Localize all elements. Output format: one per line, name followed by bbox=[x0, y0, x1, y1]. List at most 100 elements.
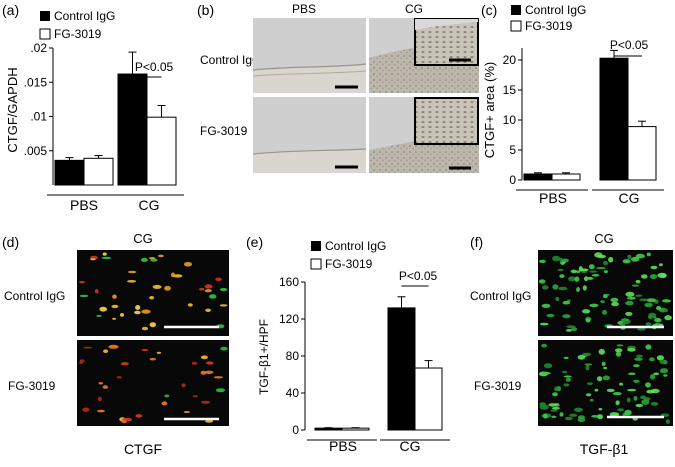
tgf-stain-spot bbox=[603, 294, 608, 299]
panel-d-row-control: Control IgG bbox=[4, 289, 65, 303]
tgf-stain-spot bbox=[626, 397, 631, 403]
tgf-stain-spot bbox=[603, 270, 608, 274]
tgf-stain-spot bbox=[565, 377, 572, 382]
ctgf-stain-spot bbox=[116, 376, 123, 379]
panel-e-group-pbs: PBS bbox=[329, 438, 357, 454]
panel-a-ylabel: CTGF/GAPDH bbox=[5, 67, 20, 152]
tgf-stain-spot bbox=[603, 366, 608, 370]
ctgf-stain-spot bbox=[209, 294, 217, 299]
tgf-stain-spot bbox=[619, 382, 624, 386]
tgf-stain-spot bbox=[622, 259, 631, 264]
ctgf-stain-spot bbox=[99, 306, 107, 312]
panel-e-legend-control: Control IgG bbox=[325, 239, 386, 253]
panel-c-ytick-label: 20 bbox=[503, 53, 517, 67]
tgf-stain-spot bbox=[645, 344, 652, 350]
panel-a-legend-swatch-fg bbox=[39, 28, 51, 40]
ctgf-stain-spot bbox=[135, 305, 141, 310]
tgf-stain-spot bbox=[635, 403, 644, 408]
tgf-stain-spot bbox=[602, 310, 607, 315]
tgf-stain-spot bbox=[653, 372, 659, 376]
tgf-stain-spot bbox=[584, 276, 589, 282]
tgf-stain-spot bbox=[569, 413, 578, 417]
tgf-stain-spot bbox=[610, 297, 619, 303]
panel-a-ytick-label: .005 bbox=[24, 144, 48, 158]
tgf-stain-spot bbox=[625, 291, 635, 297]
panel-a-ytick-label: .015 bbox=[24, 75, 48, 89]
ctgf-stain-spot bbox=[205, 370, 214, 374]
tgf-stain-spot bbox=[559, 257, 563, 263]
tgf-stain-spot bbox=[663, 374, 668, 377]
ctgf-stain-spot bbox=[112, 317, 116, 320]
panel-e-bar bbox=[414, 367, 443, 431]
panel-f-title: CG bbox=[594, 231, 614, 246]
panel-a-legend-fg: FG-3019 bbox=[54, 27, 102, 41]
ctgf-stain-spot bbox=[148, 257, 156, 260]
tgf-stain-spot bbox=[591, 415, 599, 418]
tgf-stain-spot bbox=[645, 322, 652, 326]
ctgf-stain-spot bbox=[187, 303, 193, 307]
tgf-stain-spot bbox=[628, 372, 636, 376]
tgf-stain-spot bbox=[597, 414, 603, 420]
tgf-stain-spot bbox=[601, 361, 606, 367]
ctgf-stain-spot bbox=[181, 383, 186, 388]
tgf-stain-spot bbox=[589, 270, 598, 273]
tgf-stain-spot bbox=[539, 259, 546, 263]
tgf-stain-spot bbox=[641, 274, 648, 279]
panel-e-ytick-label: 80 bbox=[286, 349, 300, 363]
tgf-stain-spot bbox=[591, 274, 600, 277]
panel-c-ytick-label: 15 bbox=[503, 83, 517, 97]
tgf-stain-spot bbox=[627, 254, 632, 260]
tgf-stain-spot bbox=[656, 305, 662, 311]
tgf-stain-spot bbox=[635, 294, 643, 297]
ctgf-stain-spot bbox=[108, 344, 119, 349]
tgf-stain-spot bbox=[565, 329, 573, 332]
tgf-stain-spot bbox=[664, 315, 672, 321]
tgf-stain-spot bbox=[563, 375, 572, 378]
tgf-stain-spot bbox=[552, 284, 559, 290]
ctgf-stain-spot bbox=[103, 349, 109, 354]
panel-d-title: CG bbox=[133, 231, 153, 246]
tgf-stain-spot bbox=[559, 412, 564, 417]
panel-c-bar bbox=[599, 57, 629, 181]
panel-a-ytick-label: .02 bbox=[30, 41, 47, 55]
ctgf-stain-spot bbox=[79, 361, 83, 364]
tgf-stain-spot bbox=[637, 327, 646, 331]
panel-b-row-control: Control IgG bbox=[200, 53, 261, 67]
ctgf-stain-spot bbox=[220, 346, 228, 351]
tgf-stain-spot bbox=[615, 400, 620, 406]
tgf-stain-spot bbox=[543, 363, 553, 369]
panel-d-caption: CTGF bbox=[124, 441, 162, 457]
ihc-pbs-fg bbox=[252, 97, 367, 173]
tgf-stain-spot bbox=[571, 327, 578, 331]
tgf-stain-spot bbox=[550, 409, 558, 412]
ctgf-stain-spot bbox=[164, 285, 171, 291]
ctgf-stain-spot bbox=[94, 289, 99, 294]
tgf-stain-spot bbox=[650, 265, 658, 270]
tgf-stain-spot bbox=[646, 298, 657, 303]
ctgf-stain-spot bbox=[102, 252, 107, 256]
panel-a-group-cg: CG bbox=[139, 197, 160, 213]
ctgf-stain-spot bbox=[220, 287, 228, 292]
panel-e-bar bbox=[314, 427, 343, 431]
panel-a-legend-swatch-control bbox=[40, 11, 50, 21]
panel-a-bar bbox=[54, 159, 85, 186]
panel-c-group-cg: CG bbox=[619, 190, 640, 206]
tgf-stain-spot bbox=[562, 300, 571, 305]
panel-e-pvalue: P<0.05 bbox=[399, 269, 438, 283]
tgf-stain-spot bbox=[624, 409, 632, 416]
panel-e-ytick-label: 40 bbox=[286, 386, 300, 400]
tgf-stain-spot bbox=[631, 284, 640, 287]
tgf-stain-spot bbox=[608, 256, 614, 263]
ctgf-stain-spot bbox=[156, 351, 162, 354]
tgf-stain-spot bbox=[602, 375, 610, 381]
ctgf-stain-spot bbox=[97, 409, 105, 413]
panel-e-label: (e) bbox=[246, 234, 263, 250]
ctgf-stain-spot bbox=[96, 314, 102, 317]
tgf-stain-spot bbox=[634, 357, 643, 361]
tgf-stain-spot bbox=[609, 412, 620, 417]
tgf-stain-spot bbox=[561, 370, 568, 374]
tgf-stain-spot bbox=[650, 388, 660, 394]
ihc-cg-fg bbox=[369, 97, 479, 173]
ctgf-stain-spot bbox=[205, 419, 214, 423]
